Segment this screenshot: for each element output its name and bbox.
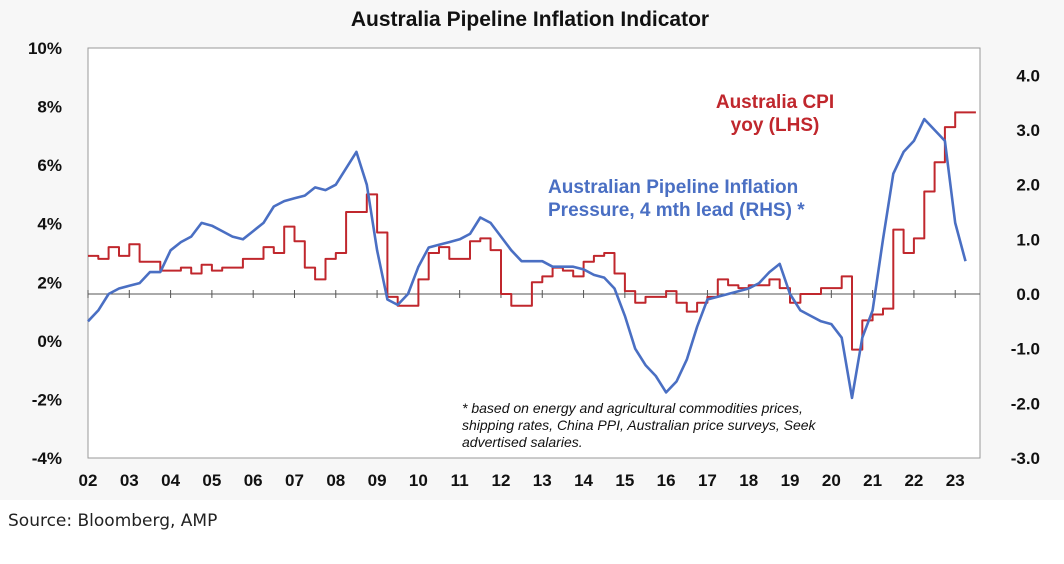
x-tick-label: 11 (451, 471, 469, 490)
x-tick-label: 18 (739, 471, 758, 490)
right-tick-label: -3.0 (1011, 449, 1040, 468)
right-tick-label: -1.0 (1011, 340, 1040, 359)
x-tick-label: 13 (533, 471, 552, 490)
pipeline-series-label: Australian Pipeline Inflation (548, 177, 798, 198)
x-axis-ticks: 02 03 04 05 06 07 08 09 10 11 12 13 14 15 16 17 18 19 20 21… (79, 290, 965, 490)
footnote-line: shipping rates, China PPI, Australian pr… (462, 417, 817, 433)
right-tick-label: 0.0 (1016, 285, 1040, 304)
x-tick-label: 02 (79, 471, 98, 490)
left-tick-label: 0% (37, 332, 62, 351)
left-tick-label: -4% (32, 449, 62, 468)
x-tick-label: 04 (161, 471, 180, 490)
x-tick-label: 14 (574, 471, 593, 490)
series-lines (87, 111, 976, 400)
left-tick-label: 4% (37, 215, 62, 234)
left-axis-ticks: -4% -2% 0% 2% 4% 6% 8% 10% (28, 39, 62, 468)
x-tick-label: 19 (781, 471, 800, 490)
plot-area (87, 47, 981, 459)
footnote-line: advertised salaries. (462, 434, 583, 450)
footnote: * based on energy and agricultural commo… (462, 400, 817, 450)
x-tick-label: 17 (698, 471, 717, 490)
cpi-series-line (88, 111, 976, 351)
x-tick-label: 06 (244, 471, 263, 490)
left-tick-label: 10% (28, 39, 62, 58)
x-tick-label: 22 (904, 471, 923, 490)
right-tick-label: 2.0 (1016, 176, 1040, 195)
left-tick-label: -2% (32, 390, 62, 409)
right-tick-label: 4.0 (1016, 66, 1040, 85)
left-tick-label: 8% (37, 98, 62, 117)
chart-panel: Australia Pipeline Inflation Indicator -… (27, 8, 1040, 490)
x-tick-label: 03 (120, 471, 139, 490)
x-tick-label: 05 (202, 471, 221, 490)
chart-title: Australia Pipeline Inflation Indicator (351, 8, 709, 31)
right-tick-label: -2.0 (1011, 394, 1040, 413)
x-tick-label: 07 (285, 471, 304, 490)
x-tick-label: 15 (615, 471, 634, 490)
x-tick-label: 10 (409, 471, 428, 490)
x-tick-label: 20 (822, 471, 841, 490)
x-tick-label: 08 (326, 471, 345, 490)
cpi-series-label: Australia CPI (716, 92, 834, 113)
right-tick-label: 1.0 (1016, 230, 1040, 249)
pipeline-series-line (87, 117, 967, 400)
x-tick-label: 09 (368, 471, 387, 490)
cpi-series-label: yoy (LHS) (731, 115, 820, 136)
source-caption: Source: Bloomberg, AMP (8, 511, 218, 531)
right-axis-ticks: -3.0 -2.0 -1.0 0.0 1.0 2.0 3.0 4.0 (1011, 66, 1040, 468)
footnote-line: * based on energy and agricultural commo… (462, 400, 803, 416)
x-tick-label: 16 (657, 471, 676, 490)
x-tick-label: 23 (946, 471, 965, 490)
x-tick-label: 12 (492, 471, 511, 490)
pipeline-series-label: Pressure, 4 mth lead (RHS) * (548, 200, 805, 221)
pipeline-inflation-chart: Australia Pipeline Inflation Indicator -… (28, 8, 1040, 490)
left-tick-label: 6% (37, 156, 62, 175)
right-tick-label: 3.0 (1016, 121, 1040, 140)
x-tick-label: 21 (863, 471, 882, 490)
left-tick-label: 2% (37, 273, 62, 292)
